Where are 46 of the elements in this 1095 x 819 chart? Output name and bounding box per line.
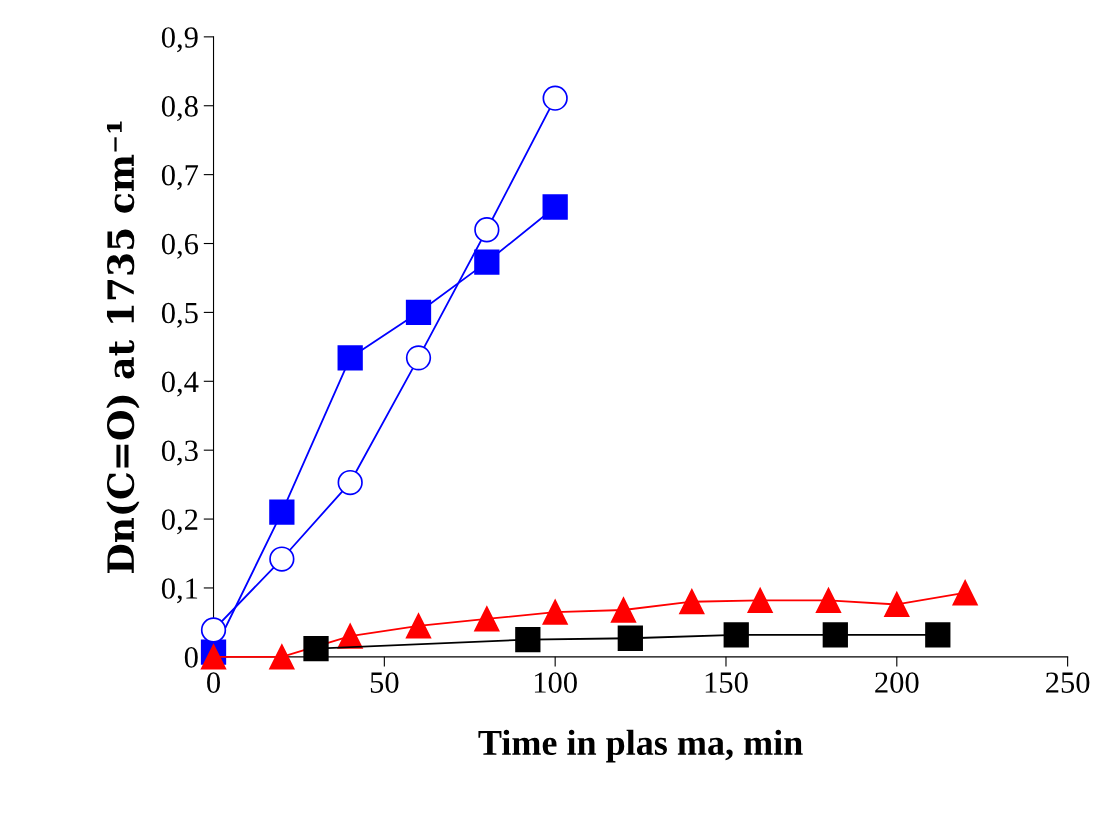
point [515, 626, 541, 653]
x-tick-label: 250 [1046, 672, 1090, 693]
point [747, 587, 773, 613]
x-tick-label: 100 [534, 672, 577, 693]
point [337, 345, 363, 371]
point [474, 606, 500, 632]
point [474, 217, 500, 243]
point [610, 597, 637, 623]
y-tick-label: 0,6 [161, 233, 199, 259]
y-tick-label: 0,9 [161, 27, 198, 53]
point [405, 345, 432, 371]
point [542, 194, 568, 220]
point [269, 644, 295, 670]
point [200, 617, 227, 643]
y-tick-label: 0,8 [161, 96, 198, 122]
point [723, 622, 749, 648]
point [337, 469, 363, 496]
point [474, 249, 500, 275]
x-tick-label: 0 [207, 672, 220, 693]
point [200, 644, 227, 670]
y-axis-title: Dn(C=O) at 1735 cm⁻¹ [106, 121, 140, 573]
point [269, 499, 295, 525]
y-tick-label: 0,7 [161, 164, 199, 190]
y-tick-label: 0 [184, 647, 198, 668]
point [405, 613, 432, 639]
y-tick-label: 0,2 [161, 509, 198, 535]
x-tick-label: 200 [875, 672, 919, 693]
point [542, 85, 568, 111]
point [679, 589, 705, 615]
point [815, 587, 842, 613]
y-tick-label: 0,4 [161, 371, 199, 397]
x-axis-title: Time in plas ma, min [478, 729, 803, 763]
point [542, 599, 568, 625]
point [617, 625, 643, 651]
point [303, 635, 329, 662]
point [822, 622, 848, 648]
point [884, 591, 910, 618]
point [405, 299, 432, 326]
y-tick-label: 0,3 [161, 440, 198, 466]
y-tick-label: 0,5 [161, 302, 198, 328]
point [269, 546, 295, 572]
point [952, 580, 978, 606]
x-tick-label: 150 [705, 672, 748, 693]
y-tick-label: 0,1 [161, 578, 198, 604]
point [925, 622, 951, 648]
x-tick-label: 50 [370, 672, 399, 693]
